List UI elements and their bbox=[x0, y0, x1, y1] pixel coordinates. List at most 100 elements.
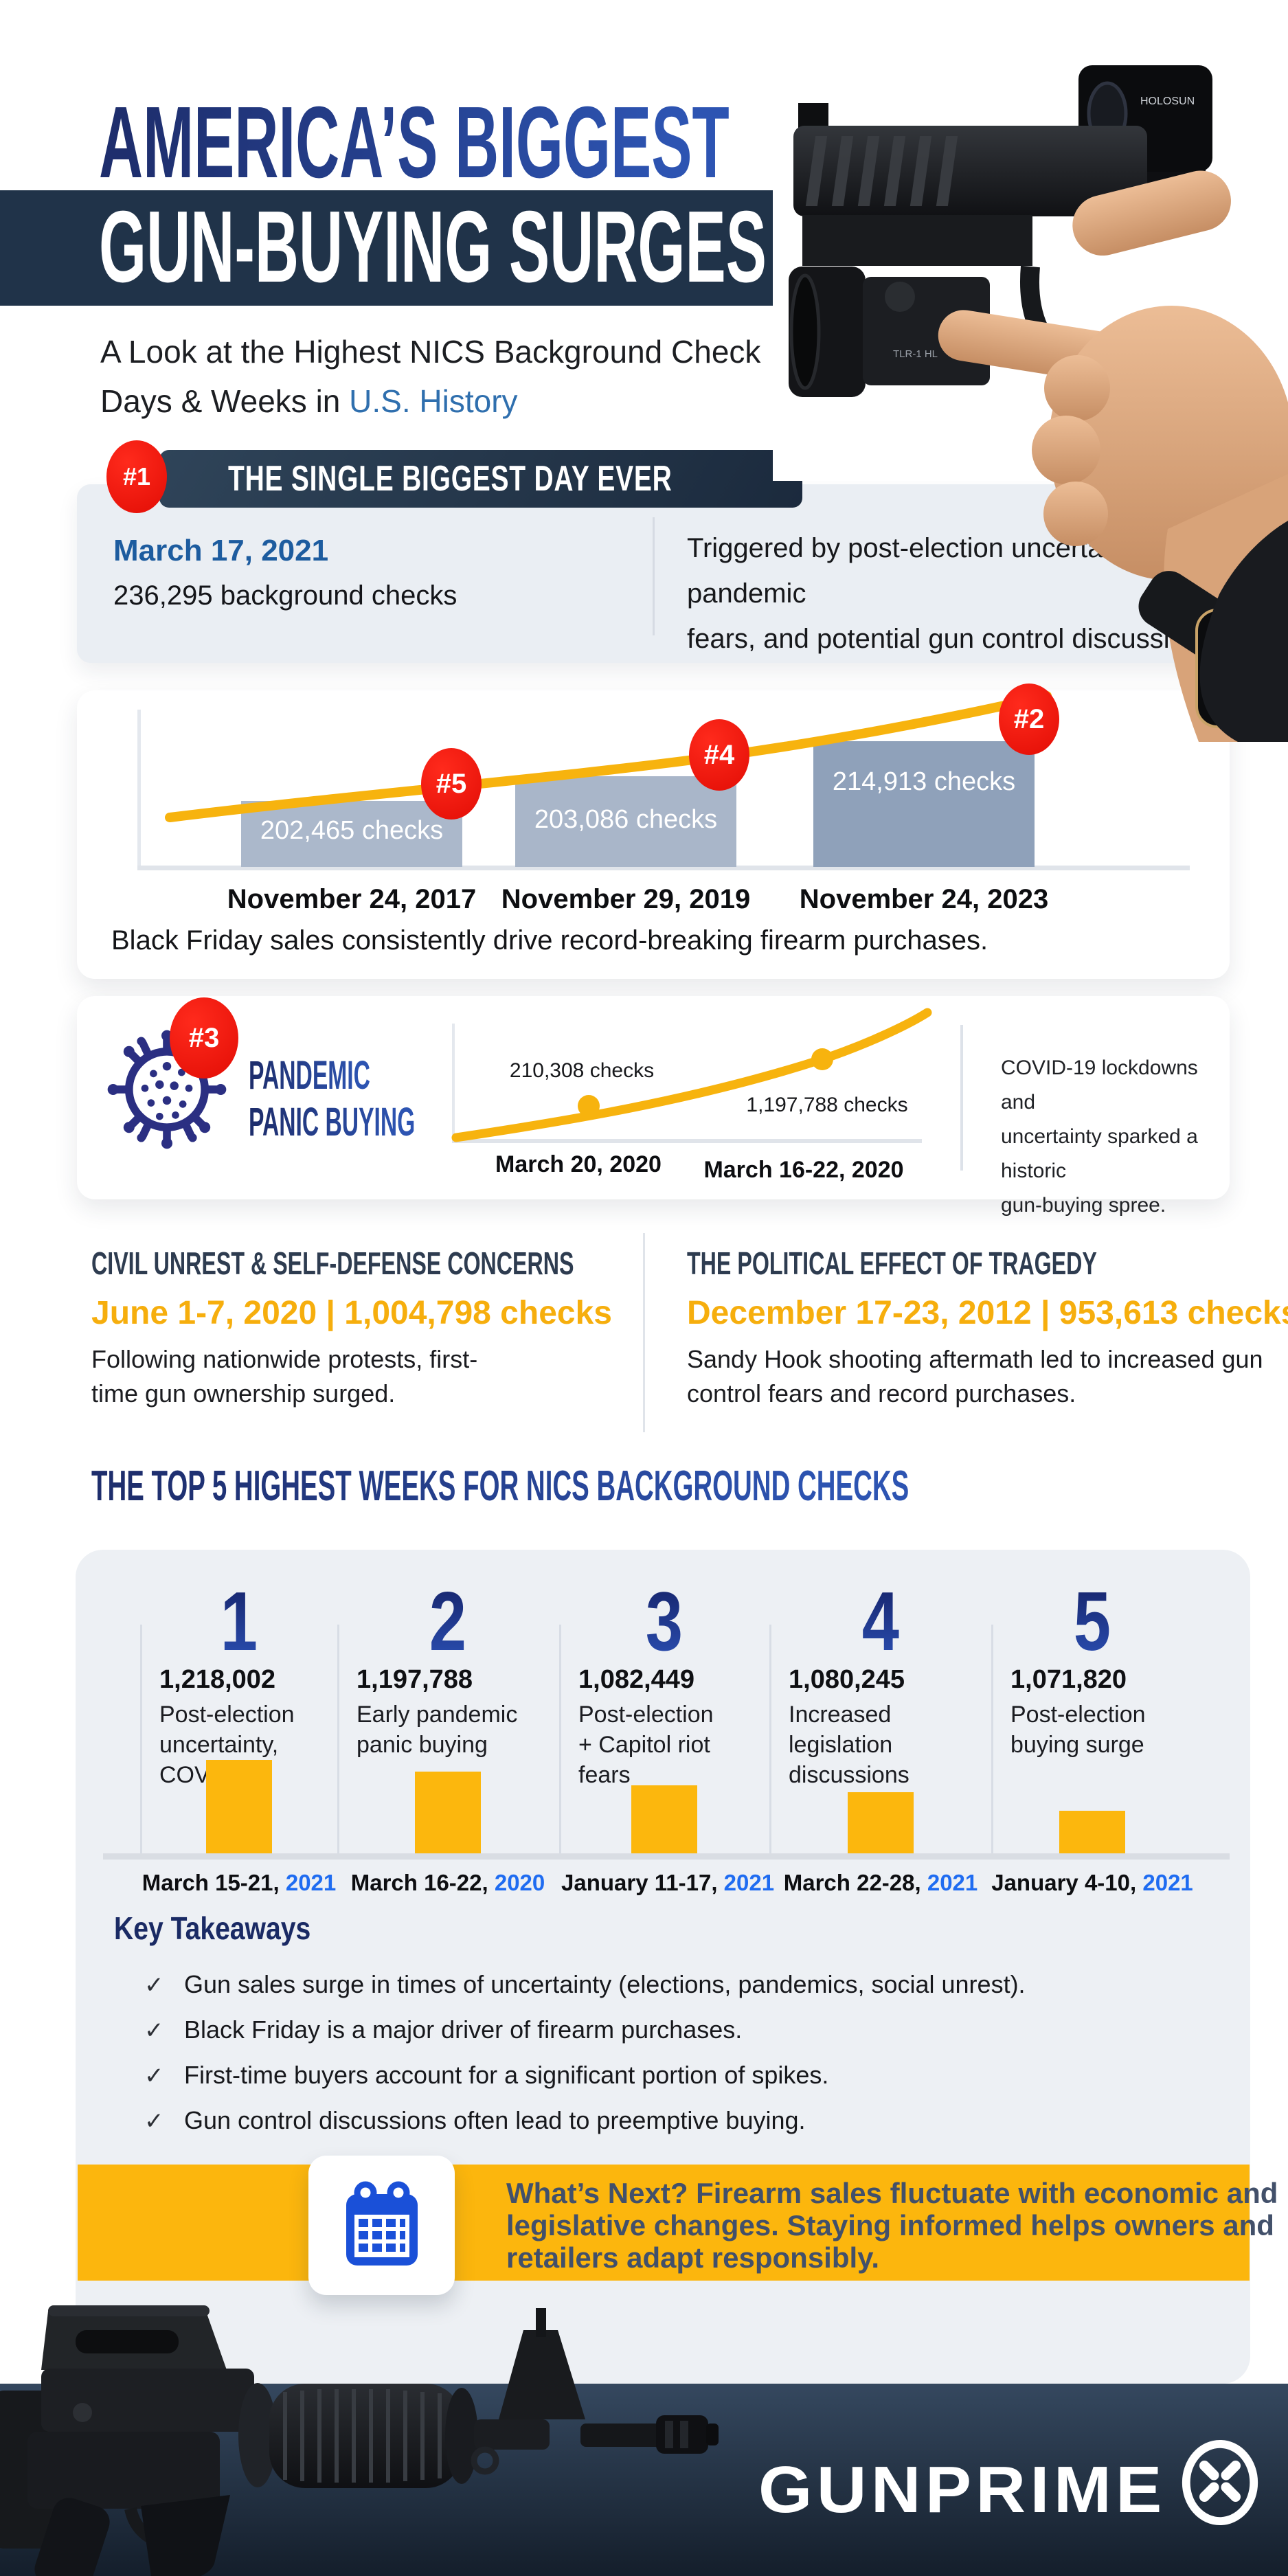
pandemic-line bbox=[451, 1008, 932, 1142]
top5-desc-4: Increased legislation discussions bbox=[789, 1702, 909, 1788]
rank-number-3: 3 bbox=[645, 1574, 683, 1668]
top5-heading: THE TOP 5 HIGHEST WEEKS FOR NICS BACKGRO… bbox=[91, 1462, 909, 1510]
top5-value-4: 1,080,245 bbox=[789, 1665, 905, 1694]
trend-line bbox=[165, 691, 1052, 822]
event-left-highlight: June 1-7, 2020 | 1,004,798 checks bbox=[91, 1295, 612, 1331]
divider bbox=[653, 517, 655, 635]
rank-badge-4: #4 bbox=[689, 719, 749, 791]
check-icon: ✓ bbox=[144, 1972, 164, 1998]
black-friday-card: 202,465 checks 203,086 checks 214,913 ch… bbox=[77, 683, 1230, 979]
x-axis bbox=[137, 866, 1190, 870]
key-takeaways-title: Key Takeaways bbox=[114, 1910, 311, 1946]
bar-2017: 202,465 checks bbox=[241, 801, 462, 867]
rank-number-4: 4 bbox=[861, 1574, 900, 1668]
top5-date-1: March 15-21, 2021 bbox=[142, 1870, 337, 1895]
biggest-day-date: March 17, 2021 bbox=[113, 534, 329, 567]
subtitle-highlight: U.S. History bbox=[349, 383, 518, 419]
biggest-day-heading: THE SINGLE BIGGEST DAY EVER bbox=[228, 459, 673, 499]
bar-date-2023: November 24, 2023 bbox=[799, 884, 1049, 914]
divider bbox=[991, 1625, 993, 1853]
biggest-day-card: March 17, 2021 236,295 background checks… bbox=[77, 484, 1249, 663]
pistol-magazine bbox=[1092, 376, 1206, 479]
rank-badge-2: #2 bbox=[999, 683, 1059, 755]
event-right-highlight: December 17-23, 2012 | 953,613 checks bbox=[687, 1295, 1288, 1331]
top5-value-1: 1,218,002 bbox=[159, 1665, 276, 1694]
banner-line2: legislative changes. Staying informed he… bbox=[506, 2209, 1274, 2241]
event-left-body1: Following nationwide protests, first- bbox=[91, 1345, 478, 1373]
rank-badge-5: #5 bbox=[421, 748, 482, 820]
footer: GUNPRIME bbox=[0, 2384, 1288, 2576]
pandemic-point1-label: 210,308 checks bbox=[509, 1059, 655, 1082]
mini-x-axis bbox=[452, 1139, 922, 1143]
brand-x-icon bbox=[1182, 2439, 1258, 2526]
top5-desc-3: Post-election + Capitol riot fears bbox=[578, 1702, 714, 1788]
rank-number-2: 2 bbox=[429, 1574, 467, 1668]
pandemic-point1-date: March 20, 2020 bbox=[495, 1151, 662, 1177]
rank-number-5: 5 bbox=[1073, 1574, 1111, 1668]
banner-line3: retailers adapt responsibly. bbox=[506, 2241, 880, 2274]
divider bbox=[643, 1233, 645, 1432]
y-axis bbox=[137, 710, 141, 868]
top5-date-4: March 22-28, 2021 bbox=[783, 1870, 978, 1895]
top5-bar-1 bbox=[206, 1760, 272, 1853]
divider bbox=[337, 1625, 339, 1853]
pandemic-point2-label: 1,197,788 checks bbox=[746, 1094, 908, 1116]
mini-y-axis bbox=[452, 1024, 455, 1142]
subtitle-line2: Days & Weeks in U.S. History bbox=[100, 383, 518, 419]
rank-badge-1: #1 bbox=[106, 440, 167, 513]
black-friday-caption: Black Friday sales consistently drive re… bbox=[111, 925, 988, 956]
check-icon: ✓ bbox=[144, 2108, 164, 2134]
takeaway-4: Gun control discussions often lead to pr… bbox=[184, 2106, 806, 2134]
takeaway-1: Gun sales surge in times of uncertainty … bbox=[184, 1970, 1026, 1998]
top5-value-2: 1,197,788 bbox=[357, 1665, 473, 1694]
top5-bar-4 bbox=[848, 1792, 914, 1853]
top5-value-3: 1,082,449 bbox=[578, 1665, 695, 1694]
check-icon: ✓ bbox=[144, 2063, 164, 2089]
calendar-icon bbox=[346, 2181, 418, 2266]
bar-2023: 214,913 checks bbox=[813, 741, 1035, 867]
calendar-card bbox=[308, 2156, 455, 2295]
subtitle-line1: A Look at the Highest NICS Background Ch… bbox=[100, 334, 761, 370]
bar-2019: 203,086 checks bbox=[515, 776, 736, 867]
top5-desc-5: Post-election buying surge bbox=[1010, 1702, 1146, 1758]
rank-badge-3: #3 bbox=[170, 997, 238, 1078]
brand-logo: GUNPRIME bbox=[758, 2453, 1166, 2527]
biggest-day-checks: 236,295 background checks bbox=[113, 580, 457, 611]
event-left-heading: CIVIL UNREST & SELF-DEFENSE CONCERNS bbox=[91, 1245, 574, 1281]
bar-date-2017: November 24, 2017 bbox=[227, 884, 477, 914]
bar-label: 202,465 checks bbox=[260, 816, 444, 845]
top5-date-3: January 11-17, 2021 bbox=[561, 1870, 775, 1895]
divider bbox=[960, 1025, 963, 1171]
light-label: TLR-1 HL bbox=[893, 348, 938, 360]
top5-desc-2: Early pandemic panic buying bbox=[357, 1702, 518, 1758]
subtitle: A Look at the Highest NICS Background Ch… bbox=[100, 327, 760, 426]
event-left-body2: time gun ownership surged. bbox=[91, 1379, 396, 1408]
biggest-day-description: Triggered by post-election uncertainty, … bbox=[687, 533, 1222, 654]
top5-card: 1 2 3 4 5 1,218,002 1,197,788 1,082,449 … bbox=[76, 1550, 1250, 2384]
takeaway-3: First-time buyers account for a signific… bbox=[184, 2061, 829, 2089]
top5-baseline bbox=[103, 1853, 1230, 1860]
whats-next-banner: What’s Next? Firearm sales fluctuate wit… bbox=[78, 2165, 1278, 2281]
divider bbox=[769, 1625, 771, 1853]
event-right-heading: THE POLITICAL EFFECT OF TRAGEDY bbox=[687, 1245, 1097, 1281]
bar-label: 214,913 checks bbox=[832, 767, 1016, 796]
page-title-line2: GUN-BUYING SURGES bbox=[99, 190, 767, 304]
pandemic-point2-date: March 16-22, 2020 bbox=[703, 1157, 904, 1183]
event-right-body2: control fears and record purchases. bbox=[687, 1379, 1076, 1408]
pandemic-title: PANDEMIC PANIC BUYING bbox=[249, 1053, 416, 1144]
events-section: CIVIL UNREST & SELF-DEFENSE CONCERNS Jun… bbox=[0, 1230, 1288, 1436]
page-title: AMERICA’S BIGGEST bbox=[99, 86, 730, 199]
pandemic-description: COVID-19 lockdowns and uncertainty spark… bbox=[1001, 1057, 1198, 1217]
top5-bar-5 bbox=[1059, 1811, 1125, 1853]
top5-date-5: January 4-10, 2021 bbox=[991, 1870, 1193, 1895]
top5-bar-3 bbox=[631, 1785, 697, 1853]
pandemic-card: #3 PANDEMIC bbox=[77, 996, 1230, 1217]
rank-number-1: 1 bbox=[220, 1574, 258, 1668]
bar-label: 203,086 checks bbox=[534, 805, 718, 834]
biggest-day-header-bar: THE SINGLE BIGGEST DAY EVER bbox=[159, 450, 802, 508]
bar-date-2019: November 29, 2019 bbox=[501, 884, 751, 914]
event-right-body1: Sandy Hook shooting aftermath led to inc… bbox=[687, 1345, 1263, 1373]
top5-value-5: 1,071,820 bbox=[1010, 1665, 1127, 1694]
divider bbox=[140, 1625, 142, 1853]
divider bbox=[559, 1625, 561, 1853]
